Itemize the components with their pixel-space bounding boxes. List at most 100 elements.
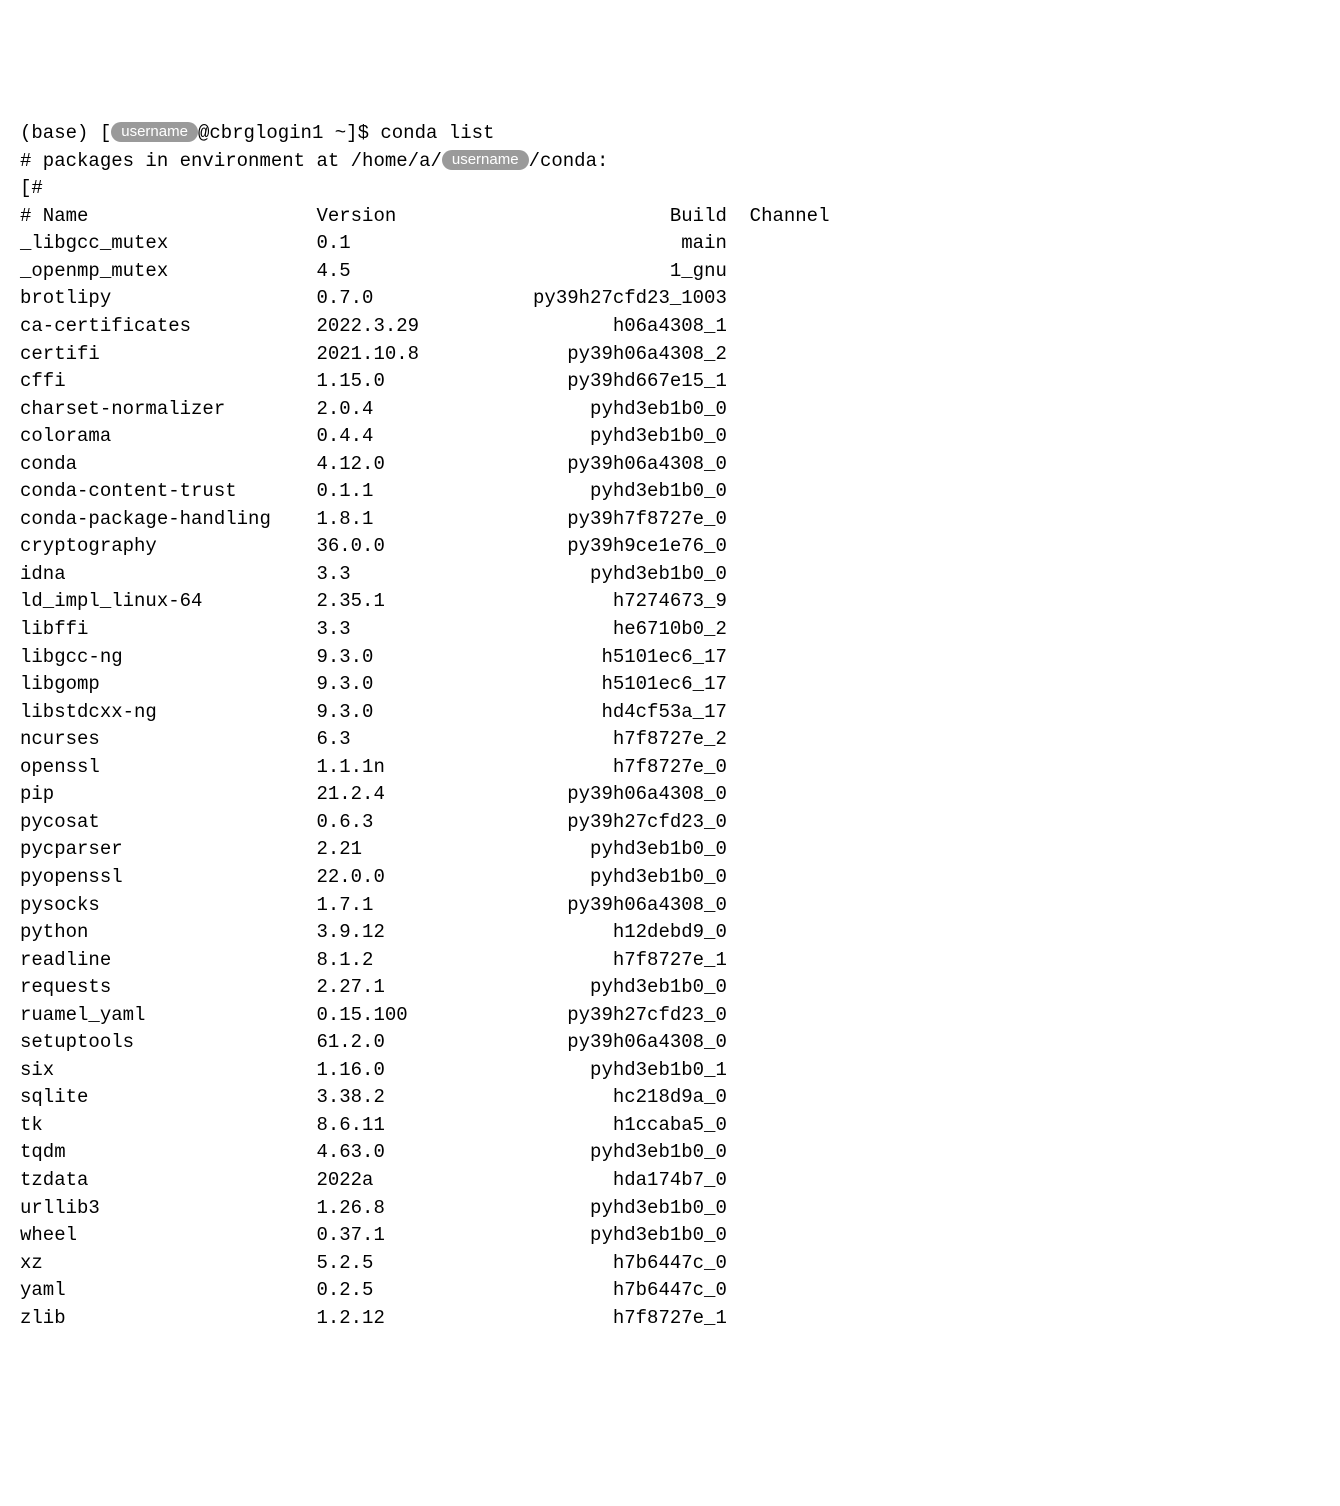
package-build: main [522,230,727,258]
package-row: sqlite3.38.2hc218d9a_0 [20,1084,1320,1112]
package-build: h5101ec6_17 [522,644,727,672]
package-row: pycparser2.21pyhd3eb1b0_0 [20,836,1320,864]
package-name: zlib [20,1305,316,1333]
package-name: sqlite [20,1084,316,1112]
package-row: _openmp_mutex4.51_gnu [20,258,1320,286]
package-version: 3.9.12 [316,919,521,947]
package-version: 2021.10.8 [316,341,521,369]
package-version: 1.16.0 [316,1057,521,1085]
package-build: h7f8727e_0 [522,754,727,782]
header-version: Version [316,203,521,231]
package-name: idna [20,561,316,589]
package-row: libgcc-ng9.3.0h5101ec6_17 [20,644,1320,672]
package-build: hc218d9a_0 [522,1084,727,1112]
env-path-suffix: /conda: [529,150,609,172]
redacted-username: username [111,122,198,142]
package-version: 1.8.1 [316,506,521,534]
package-name: libgcc-ng [20,644,316,672]
package-build: py39h06a4308_0 [522,892,727,920]
package-build: h7f8727e_1 [522,947,727,975]
package-name: readline [20,947,316,975]
package-name: six [20,1057,316,1085]
package-build: hda174b7_0 [522,1167,727,1195]
package-version: 0.37.1 [316,1222,521,1250]
package-row: python3.9.12h12debd9_0 [20,919,1320,947]
package-row: tzdata2022ahda174b7_0 [20,1167,1320,1195]
package-version: 0.4.4 [316,423,521,451]
package-row: conda4.12.0py39h06a4308_0 [20,451,1320,479]
package-version: 9.3.0 [316,644,521,672]
package-build: py39h06a4308_0 [522,781,727,809]
package-build: h12debd9_0 [522,919,727,947]
package-name: certifi [20,341,316,369]
package-version: 3.3 [316,616,521,644]
package-build: py39h27cfd23_1003 [522,285,727,313]
package-row: setuptools61.2.0py39h06a4308_0 [20,1029,1320,1057]
package-name: tqdm [20,1139,316,1167]
package-name: yaml [20,1277,316,1305]
comment-bracket-char: [ [20,177,31,199]
package-row: zlib1.2.12h7f8727e_1 [20,1305,1320,1333]
package-name: python [20,919,316,947]
package-version: 5.2.5 [316,1250,521,1278]
package-row: ca-certificates2022.3.29h06a4308_1 [20,313,1320,341]
package-version: 21.2.4 [316,781,521,809]
package-version: 3.38.2 [316,1084,521,1112]
package-version: 0.1 [316,230,521,258]
package-version: 8.6.11 [316,1112,521,1140]
package-version: 0.1.1 [316,478,521,506]
package-row: yaml0.2.5h7b6447c_0 [20,1277,1320,1305]
package-build: h7f8727e_2 [522,726,727,754]
package-build: h1ccaba5_0 [522,1112,727,1140]
package-name: pycparser [20,836,316,864]
package-build: h7274673_9 [522,588,727,616]
package-name: ca-certificates [20,313,316,341]
package-build: h7b6447c_0 [522,1250,727,1278]
package-version: 0.6.3 [316,809,521,837]
package-name: _openmp_mutex [20,258,316,286]
package-name: tzdata [20,1167,316,1195]
package-version: 0.7.0 [316,285,521,313]
package-name: ruamel_yaml [20,1002,316,1030]
package-name: cffi [20,368,316,396]
package-name: charset-normalizer [20,396,316,424]
package-name: pip [20,781,316,809]
package-version: 9.3.0 [316,671,521,699]
package-name: ld_impl_linux-64 [20,588,316,616]
env-path-line: # packages in environment at /home/a/use… [20,148,1320,176]
package-row: libstdcxx-ng9.3.0hd4cf53a_17 [20,699,1320,727]
package-row: idna3.3pyhd3eb1b0_0 [20,561,1320,589]
package-version: 0.2.5 [316,1277,521,1305]
package-build: py39h06a4308_0 [522,451,727,479]
package-row: ruamel_yaml0.15.100py39h27cfd23_0 [20,1002,1320,1030]
package-version: 2022.3.29 [316,313,521,341]
package-version: 8.1.2 [316,947,521,975]
package-build: pyhd3eb1b0_0 [522,836,727,864]
comment-line: [# [20,175,1320,203]
package-row: tk8.6.11h1ccaba5_0 [20,1112,1320,1140]
package-version: 2.21 [316,836,521,864]
package-name: openssl [20,754,316,782]
package-name: brotlipy [20,285,316,313]
package-version: 1.26.8 [316,1195,521,1223]
package-version: 4.5 [316,258,521,286]
package-build: pyhd3eb1b0_0 [522,864,727,892]
prompt-open-bracket: [ [88,122,111,144]
package-row: colorama0.4.4pyhd3eb1b0_0 [20,423,1320,451]
package-name: pycosat [20,809,316,837]
package-version: 4.12.0 [316,451,521,479]
package-name: conda-package-handling [20,506,316,534]
package-name: pyopenssl [20,864,316,892]
redacted-username-path: username [442,150,529,170]
package-version: 1.7.1 [316,892,521,920]
package-version: 3.3 [316,561,521,589]
package-name: conda [20,451,316,479]
package-row: cffi1.15.0py39hd667e15_1 [20,368,1320,396]
package-row: wheel0.37.1pyhd3eb1b0_0 [20,1222,1320,1250]
command-text: conda list [380,122,494,144]
package-row: readline8.1.2h7f8727e_1 [20,947,1320,975]
package-name: tk [20,1112,316,1140]
package-row: pip21.2.4py39h06a4308_0 [20,781,1320,809]
package-row: brotlipy0.7.0py39h27cfd23_1003 [20,285,1320,313]
package-name: wheel [20,1222,316,1250]
